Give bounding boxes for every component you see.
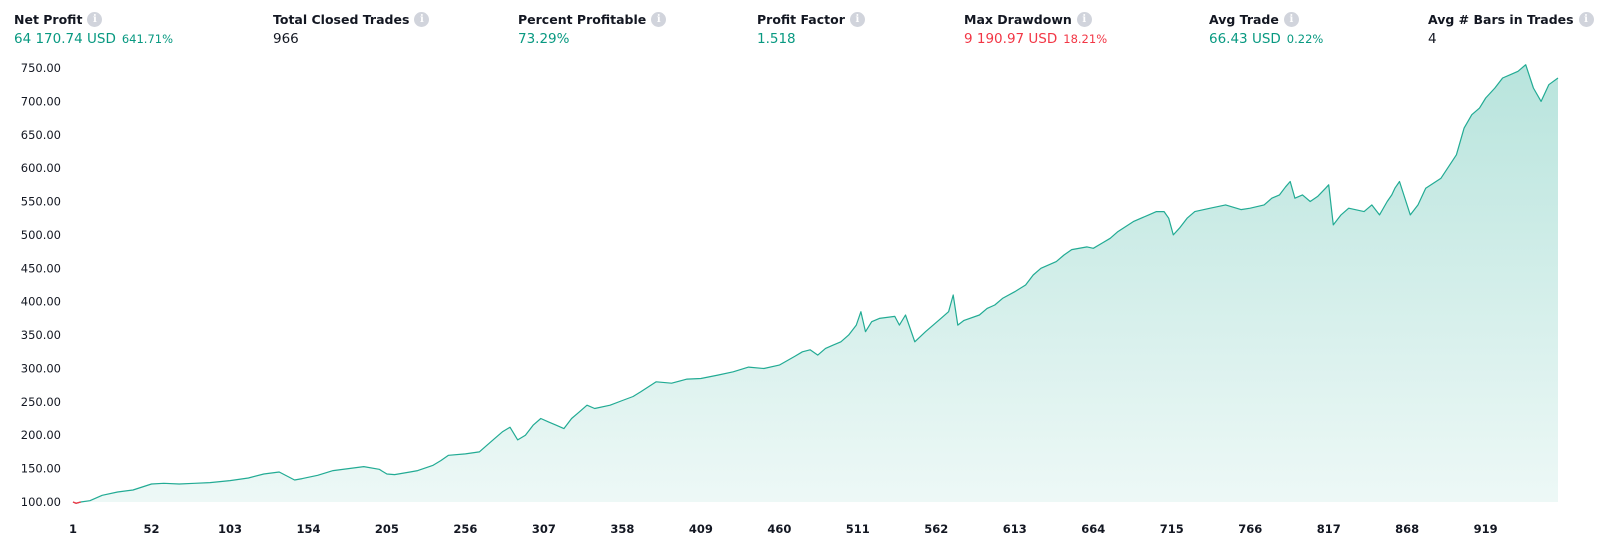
y-tick-label: 500.00 [21, 228, 61, 242]
metric-label-text: Profit Factor [757, 11, 845, 27]
x-tick-label: 154 [296, 522, 320, 536]
metric-percent: 18.21% [1063, 32, 1108, 46]
metric-label: Total Closed Trades i [273, 10, 430, 28]
plot-area [72, 64, 1559, 505]
info-icon[interactable]: i [651, 11, 667, 27]
metrics-bar: Net Profit i 64 170.74 USD 641.71% Total … [0, 0, 1616, 56]
metric-profit-factor: Profit Factor i 1.518 [757, 10, 865, 48]
metric-total-closed-trades: Total Closed Trades i 966 [273, 10, 430, 48]
metric-value-text: 64 170.74 USD [14, 31, 116, 47]
x-tick-label: 460 [767, 522, 791, 536]
metric-value-text: 966 [273, 31, 299, 47]
y-tick-label: 100.00 [21, 495, 61, 509]
x-tick-label: 103 [218, 522, 242, 536]
metric-label-text: Avg Trade [1209, 11, 1279, 27]
x-tick-label: 562 [924, 522, 948, 536]
metric-label: Profit Factor i [757, 10, 865, 28]
metric-value: 73.29% [518, 30, 666, 48]
info-icon[interactable]: i [414, 11, 430, 27]
metric-value: 4 [1428, 30, 1594, 48]
equity-area-fill [73, 64, 1558, 504]
metric-percent: 641.71% [121, 32, 174, 46]
y-tick-label: 650.00 [21, 128, 61, 142]
x-axis: 1 52 103 154 205 256 307 358 409 460 511 562 613 664 7… [69, 522, 1498, 536]
x-tick-label: 1 [69, 522, 77, 536]
metric-label: Avg Trade i [1209, 10, 1323, 28]
metric-value-text: 4 [1428, 31, 1437, 47]
x-tick-label: 817 [1317, 522, 1341, 536]
metric-value: 1.518 [757, 30, 865, 48]
x-tick-label: 52 [143, 522, 159, 536]
metric-value-text: 66.43 USD [1209, 31, 1281, 47]
y-tick-label: 200.00 [21, 428, 61, 442]
metric-label: Max Drawdown i [964, 10, 1107, 28]
x-tick-label: 613 [1003, 522, 1027, 536]
info-icon[interactable]: i [1076, 11, 1092, 27]
info-icon[interactable]: i [87, 11, 103, 27]
metric-label: Percent Profitable i [518, 10, 667, 28]
metric-value-text: 73.29% [518, 31, 570, 47]
metric-value: 64 170.74 USD 641.71% [14, 30, 173, 48]
x-tick-label: 256 [453, 522, 477, 536]
equity-line [72, 64, 1559, 504]
equity-chart[interactable]: 100.00 150.00 200.00 250.00 300.00 350.00 400.… [0, 56, 1616, 554]
y-tick-label: 550.00 [21, 195, 61, 209]
drawdown-segment [72, 501, 81, 505]
metric-label-text: Max Drawdown [964, 11, 1072, 27]
metric-percent-profitable: Percent Profitable i 73.29% [518, 10, 667, 48]
metric-label-text: Total Closed Trades [273, 11, 410, 27]
metric-value-text: 1.518 [757, 31, 796, 47]
info-icon[interactable]: i [1578, 11, 1594, 27]
y-tick-label: 400.00 [21, 295, 61, 309]
info-icon[interactable]: i [1283, 11, 1299, 27]
y-axis: 100.00 150.00 200.00 250.00 300.00 350.00 400.… [21, 61, 61, 509]
metric-label-text: Percent Profitable [518, 11, 647, 27]
x-tick-label: 664 [1081, 522, 1105, 536]
metric-label: Net Profit i [14, 10, 173, 28]
x-tick-label: 715 [1160, 522, 1184, 536]
y-tick-label: 350.00 [21, 328, 61, 342]
metric-value: 9 190.97 USD 18.21% [964, 30, 1107, 48]
metric-value: 966 [273, 30, 429, 48]
x-tick-label: 766 [1238, 522, 1262, 536]
y-tick-label: 250.00 [21, 395, 61, 409]
y-tick-label: 450.00 [21, 261, 61, 275]
y-tick-label: 150.00 [21, 462, 61, 476]
x-tick-label: 307 [532, 522, 556, 536]
y-tick-label: 600.00 [21, 161, 61, 175]
x-tick-label: 868 [1395, 522, 1419, 536]
x-tick-label: 205 [375, 522, 399, 536]
x-tick-label: 409 [689, 522, 713, 536]
y-tick-label: 750.00 [21, 61, 61, 75]
metric-percent: 0.22% [1286, 32, 1324, 46]
x-tick-label: 358 [610, 522, 634, 536]
metric-label: Avg # Bars in Trades i [1428, 10, 1594, 28]
info-icon[interactable]: i [849, 11, 865, 27]
metric-value-text: 9 190.97 USD [964, 31, 1058, 47]
metric-label-text: Avg # Bars in Trades [1428, 11, 1574, 27]
metric-net-profit: Net Profit i 64 170.74 USD 641.71% [14, 10, 173, 48]
x-tick-label: 511 [846, 522, 870, 536]
y-tick-label: 300.00 [21, 361, 61, 375]
x-tick-label: 919 [1474, 522, 1498, 536]
metric-avg-bars-in-trades: Avg # Bars in Trades i 4 [1428, 10, 1594, 48]
metric-avg-trade: Avg Trade i 66.43 USD 0.22% [1209, 10, 1323, 48]
metric-value: 66.43 USD 0.22% [1209, 30, 1323, 48]
metric-label-text: Net Profit [14, 11, 83, 27]
metric-max-drawdown: Max Drawdown i 9 190.97 USD 18.21% [964, 10, 1107, 48]
y-tick-label: 700.00 [21, 94, 61, 108]
